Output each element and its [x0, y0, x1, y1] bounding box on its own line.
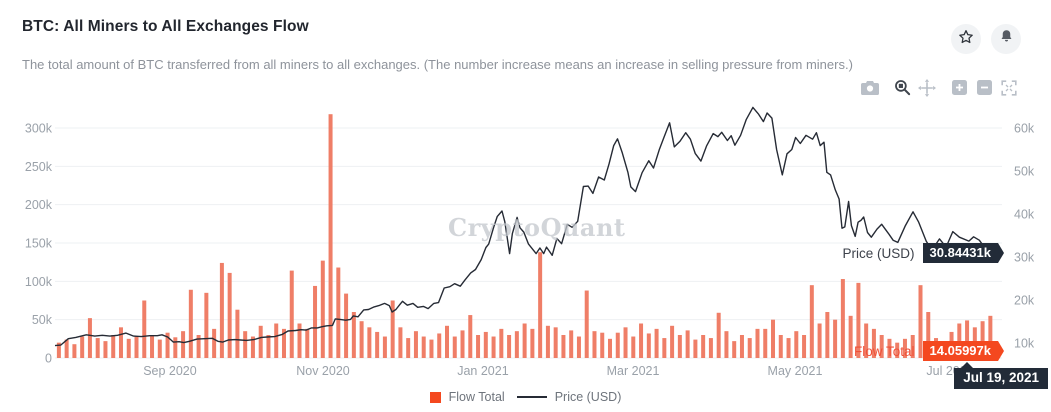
svg-text:Sep 2020: Sep 2020 — [143, 364, 197, 378]
cursor-date-badge: Jul 19, 2021 — [954, 362, 1048, 389]
svg-text:10k: 10k — [1014, 337, 1035, 351]
svg-text:Jan 2021: Jan 2021 — [457, 364, 508, 378]
price-legend-label: Price (USD) — [554, 390, 622, 404]
svg-text:200k: 200k — [25, 198, 53, 212]
pan-mode-button[interactable] — [917, 78, 937, 102]
svg-text:20k: 20k — [1014, 294, 1035, 308]
price-value-badge: 30.84431k — [922, 243, 998, 263]
svg-text:250k: 250k — [25, 160, 53, 174]
svg-text:May 2021: May 2021 — [768, 364, 823, 378]
svg-text:50k: 50k — [1014, 165, 1035, 179]
svg-text:300k: 300k — [25, 122, 53, 136]
flow-total-swatch — [429, 391, 441, 403]
flow-last-value: Flow Total 14.05997k — [854, 341, 998, 361]
svg-text:100k: 100k — [25, 275, 53, 289]
chart-toolbar — [860, 78, 1024, 102]
flow-series-label: Flow Total — [854, 343, 915, 359]
svg-text:0: 0 — [45, 352, 52, 366]
plus-icon — [951, 80, 967, 100]
svg-text:60k: 60k — [1014, 122, 1035, 136]
magnifier-icon — [894, 79, 911, 101]
download-snapshot-button[interactable] — [860, 80, 880, 100]
box-zoom-button[interactable] — [892, 79, 912, 101]
svg-text:30k: 30k — [1014, 251, 1035, 265]
notifications-button[interactable] — [991, 24, 1021, 54]
favorite-button[interactable] — [951, 24, 981, 54]
zoom-out-button[interactable] — [974, 80, 994, 100]
svg-text:Mar 2021: Mar 2021 — [607, 364, 660, 378]
svg-text:150k: 150k — [25, 237, 53, 251]
page-subtitle: The total amount of BTC transferred from… — [22, 57, 853, 72]
chart-legend: Flow Total Price (USD) — [0, 390, 1051, 404]
star-icon — [957, 28, 975, 51]
expand-icon — [1001, 79, 1017, 101]
legend-item-price[interactable]: Price (USD) — [516, 390, 622, 404]
flow-value-badge: 14.05997k — [922, 341, 998, 361]
svg-text:50k: 50k — [32, 313, 53, 327]
legend-item-flow-total[interactable]: Flow Total — [429, 390, 505, 404]
reset-axes-button[interactable] — [999, 79, 1019, 101]
svg-text:Nov 2020: Nov 2020 — [296, 364, 350, 378]
price-last-value: Price (USD) 30.84431k — [843, 243, 998, 263]
price-series-label: Price (USD) — [842, 245, 915, 261]
pan-icon — [918, 78, 936, 102]
page-title: BTC: All Miners to All Exchanges Flow — [22, 18, 309, 35]
svg-text:40k: 40k — [1014, 208, 1035, 222]
minus-icon — [976, 80, 992, 100]
price-line-swatch — [516, 396, 547, 398]
flow-total-legend-label: Flow Total — [448, 390, 505, 404]
bell-icon — [998, 28, 1015, 50]
camera-icon — [861, 80, 879, 100]
zoom-in-button[interactable] — [949, 80, 969, 100]
